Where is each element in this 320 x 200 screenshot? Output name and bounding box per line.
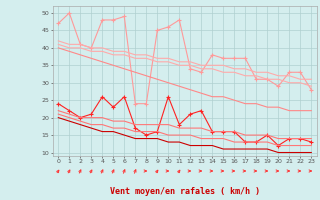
Text: Vent moyen/en rafales ( km/h ): Vent moyen/en rafales ( km/h )	[110, 187, 260, 196]
